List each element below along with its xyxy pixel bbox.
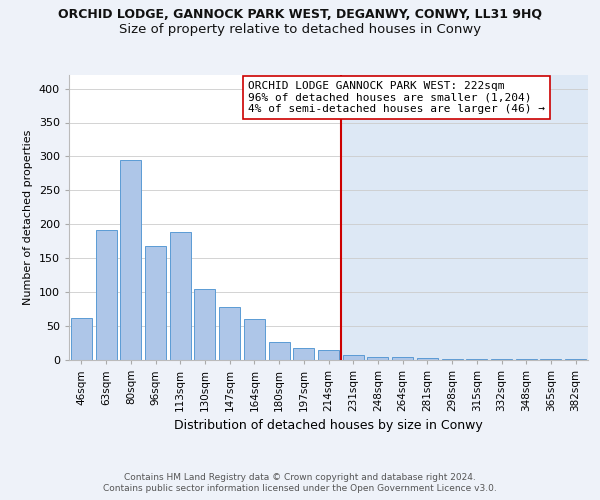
- Bar: [293, 348, 314, 360]
- Bar: [95, 230, 116, 360]
- Bar: [71, 318, 92, 360]
- Bar: [341, 75, 588, 360]
- Text: Contains public sector information licensed under the Open Government Licence v3: Contains public sector information licen…: [103, 484, 497, 493]
- Bar: [120, 160, 141, 360]
- Bar: [194, 290, 215, 360]
- Bar: [442, 358, 463, 360]
- Bar: [318, 350, 339, 360]
- Bar: [269, 342, 290, 360]
- X-axis label: Distribution of detached houses by size in Conwy: Distribution of detached houses by size …: [174, 420, 483, 432]
- Bar: [145, 246, 166, 360]
- Bar: [219, 307, 240, 360]
- Text: Size of property relative to detached houses in Conwy: Size of property relative to detached ho…: [119, 22, 481, 36]
- Text: ORCHID LODGE, GANNOCK PARK WEST, DEGANWY, CONWY, LL31 9HQ: ORCHID LODGE, GANNOCK PARK WEST, DEGANWY…: [58, 8, 542, 20]
- Bar: [367, 356, 388, 360]
- Bar: [170, 232, 191, 360]
- Bar: [392, 358, 413, 360]
- Text: ORCHID LODGE GANNOCK PARK WEST: 222sqm
96% of detached houses are smaller (1,204: ORCHID LODGE GANNOCK PARK WEST: 222sqm 9…: [248, 80, 545, 114]
- Text: Contains HM Land Registry data © Crown copyright and database right 2024.: Contains HM Land Registry data © Crown c…: [124, 472, 476, 482]
- Bar: [244, 320, 265, 360]
- Bar: [343, 354, 364, 360]
- Bar: [466, 358, 487, 360]
- Y-axis label: Number of detached properties: Number of detached properties: [23, 130, 33, 305]
- Bar: [417, 358, 438, 360]
